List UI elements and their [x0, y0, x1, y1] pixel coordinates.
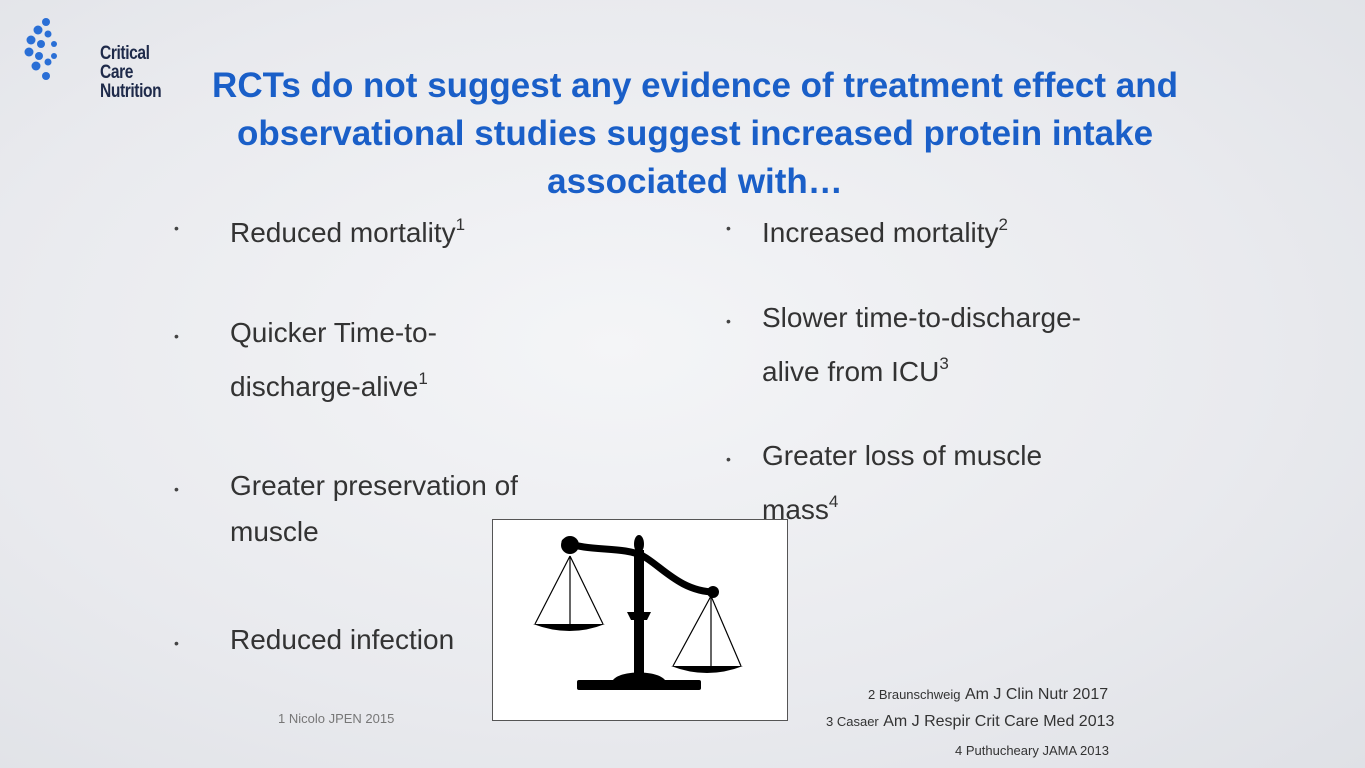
balance-scale-image	[492, 519, 788, 721]
reference-3-author: 3 Casaer	[826, 714, 879, 729]
reference-2-author: 2 Braunschweig	[868, 687, 961, 702]
logo-text: Critical Care Nutrition	[100, 43, 162, 102]
reference-2: 2 Braunschweig Am J Clin Nutr 2017	[868, 686, 1108, 704]
reference-3-journal: Am J Respir Crit Care Med 2013	[883, 713, 1115, 730]
bullet-dot: •	[726, 220, 731, 236]
critical-care-nutrition-logo: Critical Care Nutrition	[24, 16, 164, 101]
logo-mark-icon	[24, 18, 57, 80]
reference-4: 4 Puthucheary JAMA 2013	[955, 743, 1109, 758]
logo-line-2: Nutrition	[100, 81, 162, 102]
list-item: Slower time-to-discharge- alive from ICU…	[762, 295, 1081, 395]
list-item: Reduced infection	[230, 617, 454, 663]
list-item: Greater loss of muscle mass4	[762, 433, 1042, 533]
bullet-dot: •	[726, 313, 731, 329]
footnote-marker: 3	[939, 354, 949, 373]
footnote-marker: 1	[455, 215, 466, 234]
bullet-text: Reduced infection	[230, 624, 455, 655]
balance-scale-icon	[533, 535, 743, 690]
bullet-text-line-2: muscle	[230, 516, 319, 547]
list-item: Increased mortality2	[762, 202, 1008, 256]
bullet-text-line-1: Greater loss of muscle	[762, 440, 1043, 471]
reference-2-journal: Am J Clin Nutr 2017	[964, 686, 1109, 703]
slide-title: RCTs do not suggest any evidence of trea…	[212, 66, 1178, 201]
bullet-dot: •	[726, 451, 731, 467]
footnote-marker: 4	[828, 492, 839, 511]
footnote-marker: 2	[998, 215, 1009, 234]
list-item: Quicker Time-to- discharge-alive1	[230, 310, 437, 410]
list-item: Greater preservation of muscle	[230, 463, 518, 555]
footnote-marker: 1	[418, 369, 428, 388]
bullet-text: Reduced mortality	[230, 217, 456, 248]
bullet-dot: •	[174, 481, 179, 497]
logo-line-1: Critical Care	[100, 43, 150, 83]
bullet-text-line-1: Quicker Time-to-	[230, 317, 437, 348]
bullet-dot: •	[174, 635, 179, 651]
bullet-dot: •	[174, 220, 179, 236]
reference-3: 3 Casaer Am J Respir Crit Care Med 2013	[826, 713, 1114, 731]
bullet-dot: •	[174, 328, 179, 344]
list-item: Reduced mortality1	[230, 202, 465, 256]
bullet-text-line-2: alive from ICU	[762, 356, 940, 387]
reference-1: 1 Nicolo JPEN 2015	[278, 711, 395, 726]
bullet-text-line-1: Slower time-to-discharge-	[762, 302, 1081, 333]
bullet-text-line-1: Greater preservation of	[230, 470, 518, 501]
bullet-text: Increased mortality	[762, 217, 999, 248]
bullet-text-line-2: discharge-alive	[230, 371, 419, 402]
